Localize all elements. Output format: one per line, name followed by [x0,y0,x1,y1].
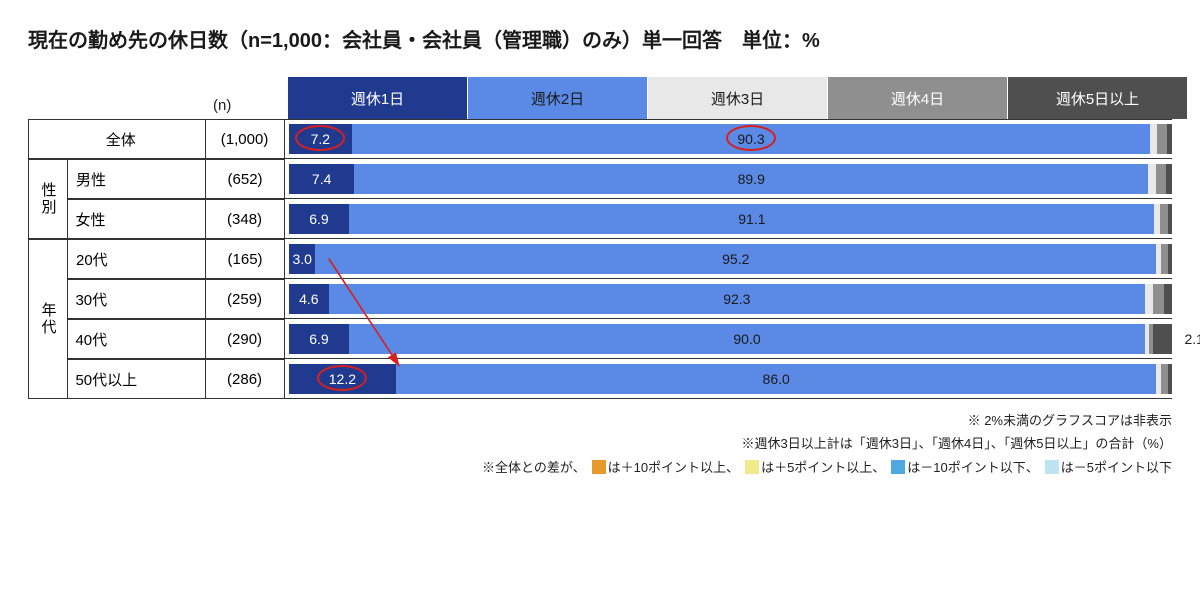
swatch [1045,460,1059,474]
bar-segment: 89.9 [354,164,1148,194]
category-cell: 女性 [67,199,205,239]
bar-segment [1145,284,1154,314]
footnote-text: は＋10ポイント以上、 [608,460,739,475]
bar-segment: 12.2 [289,364,397,394]
swatch [592,460,606,474]
footnote-text: は＋5ポイント以上、 [761,460,885,475]
bar-segment [1164,284,1172,314]
bar-cell: 6.990.0 2.1 [285,319,1172,359]
n-cell: (348) [206,199,285,239]
n-cell: (165) [206,239,285,279]
legend-item: 週休3日 [648,77,828,119]
data-table: 全体(1,000)7.290.3性別男性(652)7.489.9女性(348)6… [28,119,1172,399]
bar-segment [1148,164,1156,194]
bar-segment: 86.0 [396,364,1156,394]
table-row: 性別男性(652)7.489.9 [28,159,1172,199]
table-row: 年代20代(165)3.095.2 [28,239,1172,279]
bar-segment [1166,164,1172,194]
bar-segment [1161,244,1168,274]
table-row: 全体(1,000)7.290.3 [28,119,1172,159]
n-cell: (652) [206,159,285,199]
bar-segment [1157,124,1167,154]
bar-cell: 12.286.0 [285,359,1172,399]
bar-segment [1161,364,1168,394]
bar-segment [1168,364,1172,394]
footnotes: ※ 2%未満のグラフスコアは非表示 ※週休3日以上計は「週休3日」、「週休4日」… [28,409,1172,479]
footnote-2: ※週休3日以上計は「週休3日」、「週休4日」、「週休5日以上」の合計（%） [28,432,1172,455]
chart-title: 現在の勤め先の休日数（n=1,000：会社員・会社員（管理職）のみ）単一回答 単… [28,24,1172,53]
footnote-1: ※ 2%未満のグラフスコアは非表示 [28,409,1172,432]
n-cell: (1,000) [206,119,285,159]
n-header: (n) [213,97,231,114]
n-cell: (259) [206,279,285,319]
category-cell: 50代以上 [67,359,205,399]
bar-stack: 6.991.1 [289,204,1172,234]
bar-segment [1168,204,1172,234]
highlight-circle [295,125,345,151]
chart-area: (n) 週休1日週休2日週休3日週休4日週休5日以上 全体(1,000)7.29… [28,77,1172,399]
highlight-circle [726,125,776,151]
footnote-prefix: ※全体との差が、 [482,460,586,475]
highlight-circle [317,365,367,391]
category-cell: 40代 [67,319,205,359]
table-row: 女性(348)6.991.1 [28,199,1172,239]
bar-stack: 6.990.0 2.1 [289,324,1172,354]
footnote-text: は－5ポイント以下 [1061,460,1172,475]
bar-cell: 7.290.3 [285,119,1172,159]
table-row: 30代(259)4.692.3 [28,279,1172,319]
bar-segment [1156,164,1166,194]
bar-segment: 4.6 [289,284,330,314]
bar-segment: 92.3 [329,284,1144,314]
table-row: 50代以上(286)12.286.0 [28,359,1172,399]
bar-stack: 4.692.3 [289,284,1172,314]
legend-row: 週休1日週休2日週休3日週休4日週休5日以上 [288,77,1188,119]
bar-segment: 6.9 [289,204,350,234]
bar-stack: 3.095.2 [289,244,1172,274]
category-cell: 男性 [68,159,206,199]
bar-segment: 90.3 [352,124,1150,154]
bar-segment: 7.4 [289,164,354,194]
bar-segment: 3.0 [289,244,315,274]
bar-segment: 95.2 [315,244,1156,274]
bar-segment [1150,124,1157,154]
category-cell: 20代 [68,239,206,279]
bar-cell: 7.489.9 [285,159,1172,199]
bar-segment: 6.9 [289,324,350,354]
n-cell: (290) [206,319,285,359]
category-cell: 30代 [67,279,205,319]
bar-segment [1168,244,1172,274]
bar-cell: 4.692.3 [285,279,1172,319]
bar-segment [1160,204,1169,234]
bar-cell: 3.095.2 [285,239,1172,279]
n-cell: (286) [206,359,285,399]
bar-stack: 7.290.3 [289,124,1172,154]
table-row: 40代(290)6.990.0 2.1 [28,319,1172,359]
legend-item: 週休4日 [828,77,1008,119]
bar-segment: 90.0 [349,324,1144,354]
legend-item: 週休1日 [288,77,468,119]
legend-item: 週休5日以上 [1008,77,1188,119]
bar-segment: 91.1 [349,204,1154,234]
swatch [891,460,905,474]
legend-item: 週休2日 [468,77,648,119]
bar-stack: 12.286.0 [289,364,1172,394]
bar-segment: 2.1 [1153,324,1172,354]
bar-segment [1153,284,1164,314]
footnote-text: は－10ポイント以下、 [907,460,1038,475]
footnote-3: ※全体との差が、 は＋10ポイント以上、 は＋5ポイント以上、 は－10ポイント以下、… [28,456,1172,479]
bar-segment [1167,124,1172,154]
bar-stack: 7.489.9 [289,164,1172,194]
bar-cell: 6.991.1 [285,199,1172,239]
swatch [745,460,759,474]
category-cell: 全体 [28,119,206,159]
bar-segment: 7.2 [289,124,353,154]
